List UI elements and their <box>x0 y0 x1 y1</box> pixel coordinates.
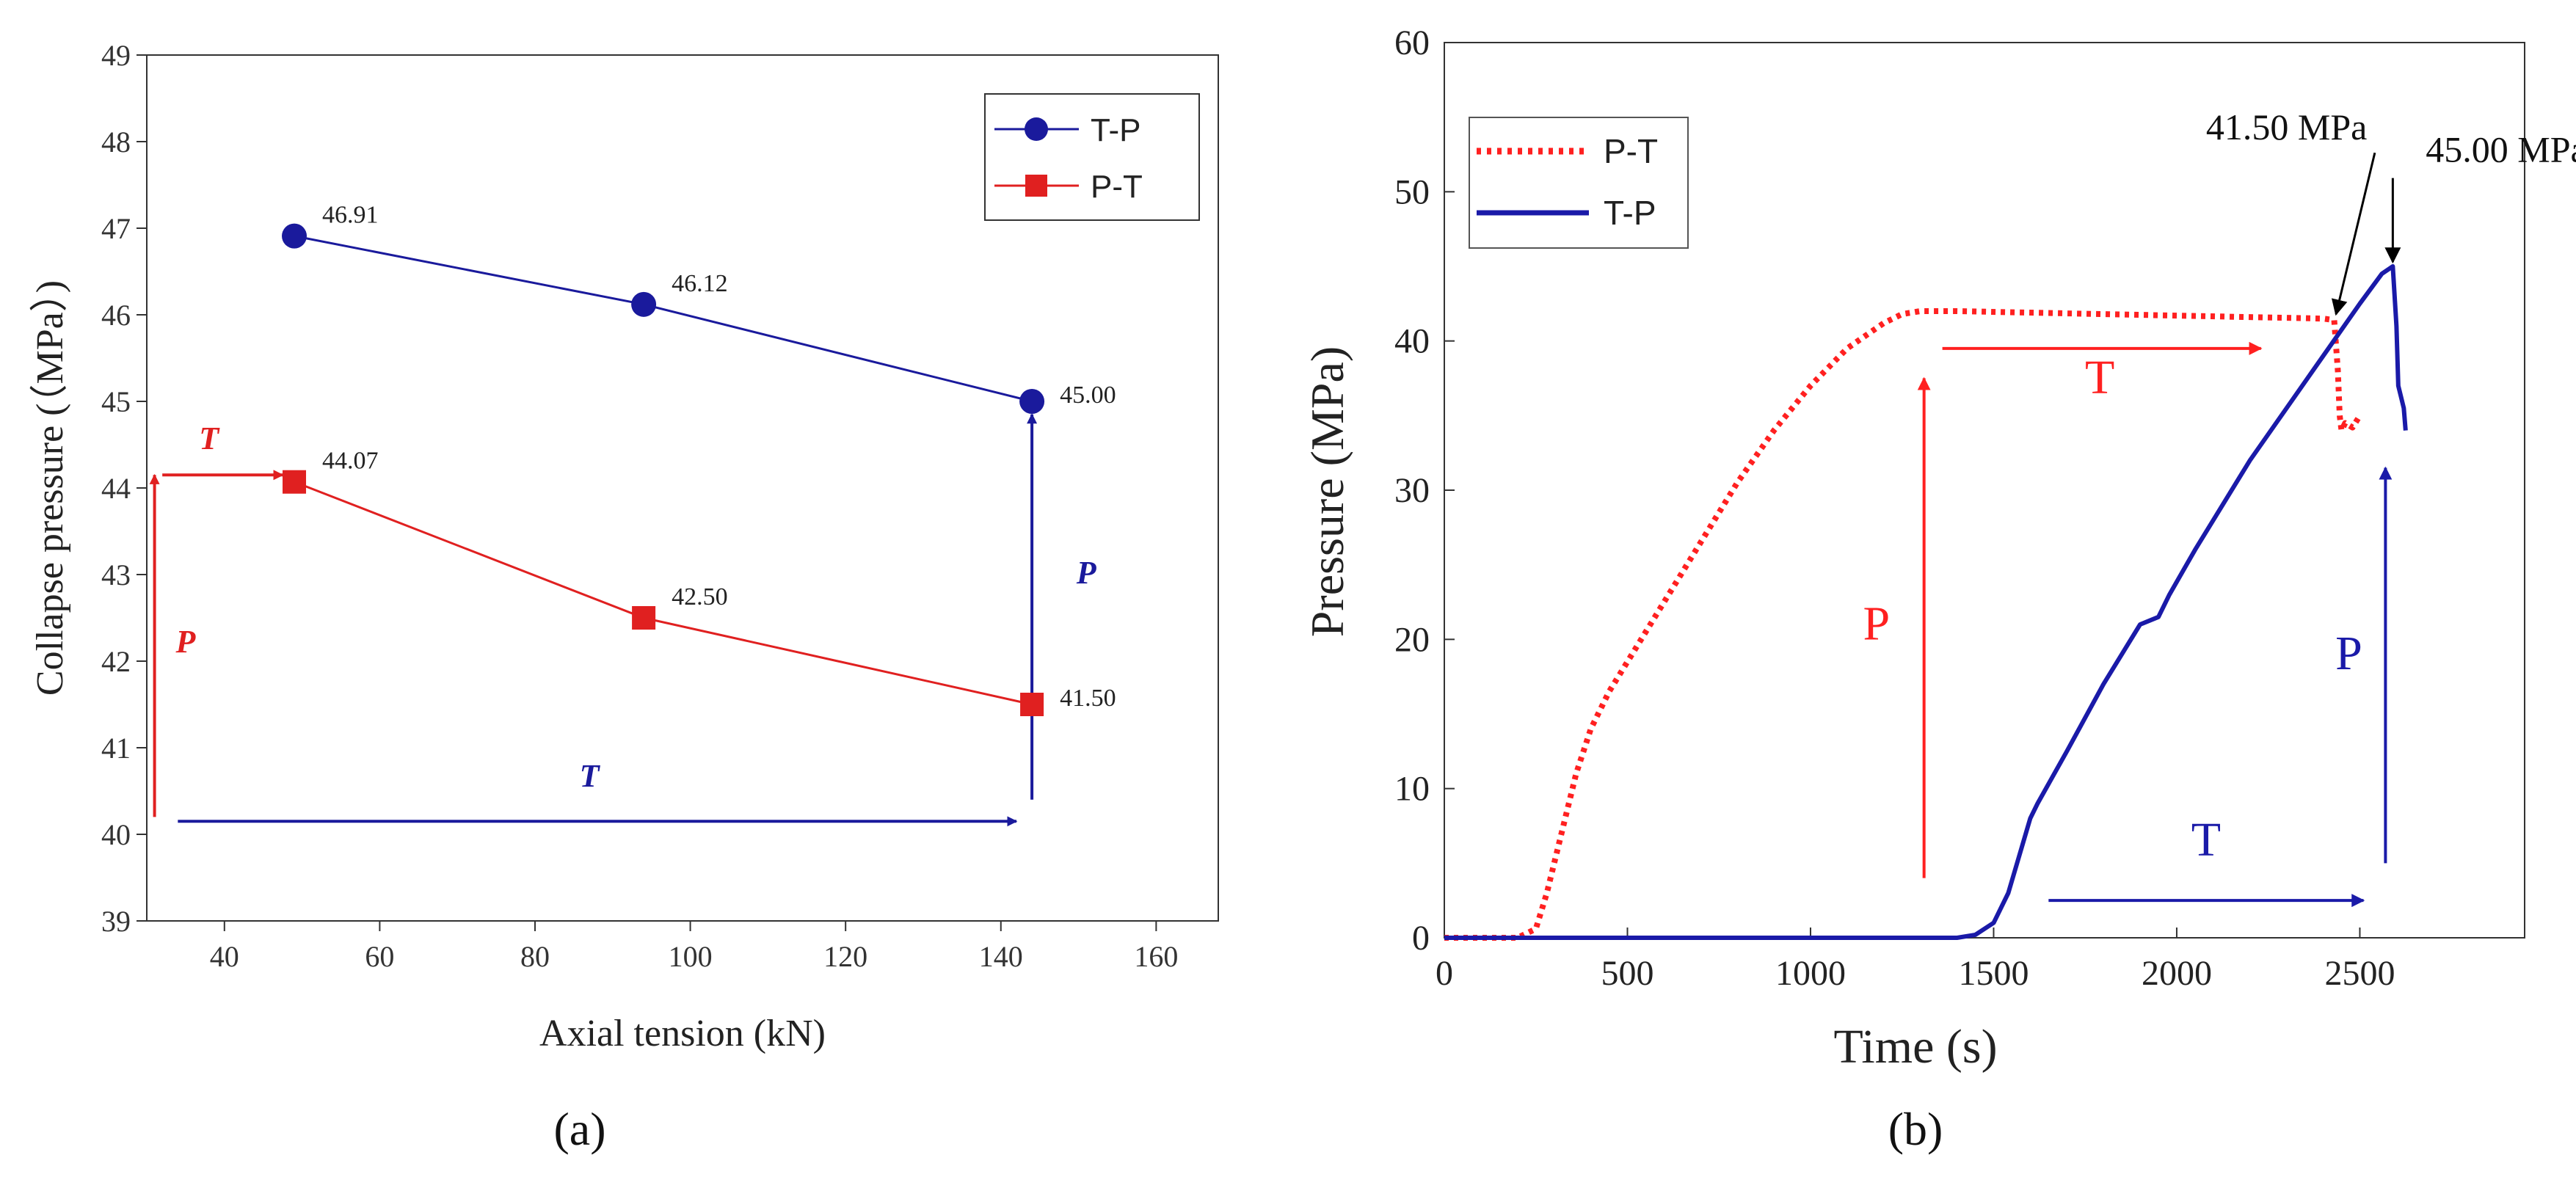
x-tick-label-a: 60 <box>365 940 394 973</box>
series-line-p-t-b <box>1444 308 2362 941</box>
value-callout-b: 41.50 MPa <box>2206 106 2367 147</box>
x-tick-label-b: 2000 <box>2142 954 2212 993</box>
panel-a: 39 40 41 42 43 44 45 46 47 48 49 40 60 80 100 120 140 16… <box>29 39 1219 1155</box>
y-tick-label-b: 0 <box>1412 919 1430 958</box>
x-tick-label-a: 160 <box>1134 940 1178 973</box>
x-axis-label-a: Axial tension (kN) <box>539 1013 826 1054</box>
data-point-p-t-a <box>283 470 307 494</box>
legend-label-t-p-a: T-P <box>1091 112 1140 148</box>
x-tick-label-b: 1500 <box>1958 954 2029 993</box>
annotation-label-b: T <box>2191 813 2221 867</box>
x-tick-label-a: 120 <box>823 940 867 973</box>
annotation-label-b: T <box>2085 351 2114 404</box>
data-point-t-p-a <box>282 223 308 249</box>
y-tick-label-a: 40 <box>101 818 131 851</box>
series-line-t-p-a <box>294 235 1033 403</box>
y-axis-label-b: Pressure (MPa) <box>1301 346 1353 637</box>
y-axis-label-a: Collapse pressure (（MPa）) <box>29 280 71 696</box>
y-tick-label-a: 41 <box>101 732 131 765</box>
y-tick-label-a: 45 <box>101 385 131 418</box>
data-point-t-p-a <box>1019 389 1045 414</box>
x-tick-label-b: 500 <box>1601 954 1653 993</box>
annotation-label-a: P <box>1076 555 1097 591</box>
x-tick-label-a: 140 <box>979 940 1023 973</box>
value-callout-b: 45.00 MPa <box>2426 129 2576 170</box>
annotation-label-b: P <box>1863 597 1890 650</box>
data-label-p-t-a: 41.50 <box>1060 685 1116 712</box>
annotation-label-b: P <box>2335 627 2362 680</box>
y-tick-label-a: 48 <box>101 125 131 158</box>
y-tick-label-b: 50 <box>1394 172 1430 211</box>
y-tick-label-b: 10 <box>1394 770 1430 809</box>
y-tick-label-a: 42 <box>101 645 131 678</box>
annotation-label-a: T <box>199 420 220 456</box>
series-line-p-t-a <box>294 481 1033 706</box>
x-tick-label-a: 80 <box>520 940 550 973</box>
y-tick-label-a: 46 <box>101 299 131 332</box>
legend-box-b <box>1469 117 1689 249</box>
y-tick-label-b: 30 <box>1394 471 1430 510</box>
data-label-p-t-a: 42.50 <box>672 583 728 611</box>
x-tick-label-b: 1000 <box>1775 954 1846 993</box>
y-tick-label-a: 49 <box>101 39 131 72</box>
legend-box-a <box>984 93 1200 221</box>
y-tick-label-a: 39 <box>101 905 131 938</box>
legend-a: T-P P-T <box>984 93 1200 221</box>
legend-label-t-p-b: T-P <box>1604 194 1656 232</box>
legend-label-p-t-a: P-T <box>1091 169 1143 205</box>
legend-marker-t-p-a <box>1025 117 1048 141</box>
data-label-p-t-a: 44.07 <box>322 448 379 475</box>
y-tick-label-a: 47 <box>101 212 131 245</box>
data-label-t-p-a: 46.12 <box>672 270 728 297</box>
x-tick-label-b: 2500 <box>2324 954 2395 993</box>
y-tick-label-b: 60 <box>1394 23 1430 62</box>
y-tick-label-b: 20 <box>1394 620 1430 659</box>
panel-b: 0 10 20 30 40 50 60 0 500 1000 1500 2000 2500 41.50… <box>1301 23 2576 1155</box>
y-tick-label-a: 43 <box>101 558 131 591</box>
series-line-t-p-b <box>1444 264 2408 940</box>
legend-b: P-T T-P <box>1469 117 1689 249</box>
data-point-p-t-a <box>632 606 656 630</box>
y-tick-label-a: 44 <box>101 472 131 505</box>
annotation-label-a: T <box>580 758 601 794</box>
x-tick-label-a: 100 <box>669 940 713 973</box>
data-point-p-t-a <box>1020 693 1044 716</box>
legend-marker-p-t-a <box>1025 175 1047 197</box>
callout-arrow-b <box>2331 152 2376 316</box>
caption-a: (a) <box>553 1103 605 1155</box>
data-point-t-p-a <box>631 291 657 317</box>
data-label-t-p-a: 45.00 <box>1060 382 1116 409</box>
x-tick-label-b: 0 <box>1436 954 1453 993</box>
legend-label-p-t-b: P-T <box>1604 132 1658 170</box>
caption-b: (b) <box>1888 1103 1943 1155</box>
x-axis-label-b: Time (s) <box>1833 1020 1997 1074</box>
data-label-t-p-a: 46.91 <box>322 202 379 229</box>
x-tick-label-a: 40 <box>210 940 239 973</box>
annotation-label-a: P <box>175 624 196 660</box>
y-tick-label-b: 40 <box>1394 322 1430 361</box>
